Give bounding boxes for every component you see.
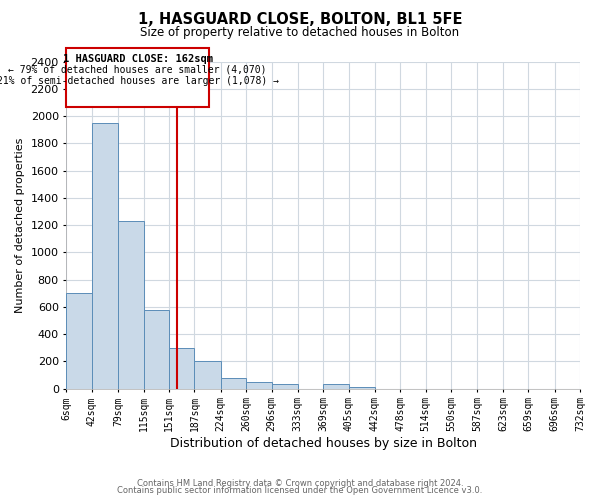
Bar bbox=[272, 384, 298, 388]
Text: 1 HASGUARD CLOSE: 162sqm: 1 HASGUARD CLOSE: 162sqm bbox=[62, 54, 212, 64]
Text: Contains HM Land Registry data © Crown copyright and database right 2024.: Contains HM Land Registry data © Crown c… bbox=[137, 478, 463, 488]
Bar bbox=[246, 382, 272, 388]
X-axis label: Distribution of detached houses by size in Bolton: Distribution of detached houses by size … bbox=[170, 437, 477, 450]
Bar bbox=[323, 384, 349, 388]
Bar bbox=[92, 123, 118, 388]
Bar bbox=[169, 348, 194, 389]
Bar bbox=[143, 310, 169, 388]
Y-axis label: Number of detached properties: Number of detached properties bbox=[15, 138, 25, 312]
Text: Size of property relative to detached houses in Bolton: Size of property relative to detached ho… bbox=[140, 26, 460, 39]
Text: 21% of semi-detached houses are larger (1,078) →: 21% of semi-detached houses are larger (… bbox=[0, 76, 278, 86]
Bar bbox=[221, 378, 246, 388]
Bar bbox=[118, 221, 143, 388]
Text: ← 79% of detached houses are smaller (4,070): ← 79% of detached houses are smaller (4,… bbox=[8, 64, 267, 74]
Text: Contains public sector information licensed under the Open Government Licence v3: Contains public sector information licen… bbox=[118, 486, 482, 495]
Bar bbox=[67, 293, 92, 388]
Bar bbox=[67, 48, 209, 107]
Text: 1, HASGUARD CLOSE, BOLTON, BL1 5FE: 1, HASGUARD CLOSE, BOLTON, BL1 5FE bbox=[138, 12, 462, 28]
Bar bbox=[349, 387, 375, 388]
Bar bbox=[194, 362, 221, 388]
